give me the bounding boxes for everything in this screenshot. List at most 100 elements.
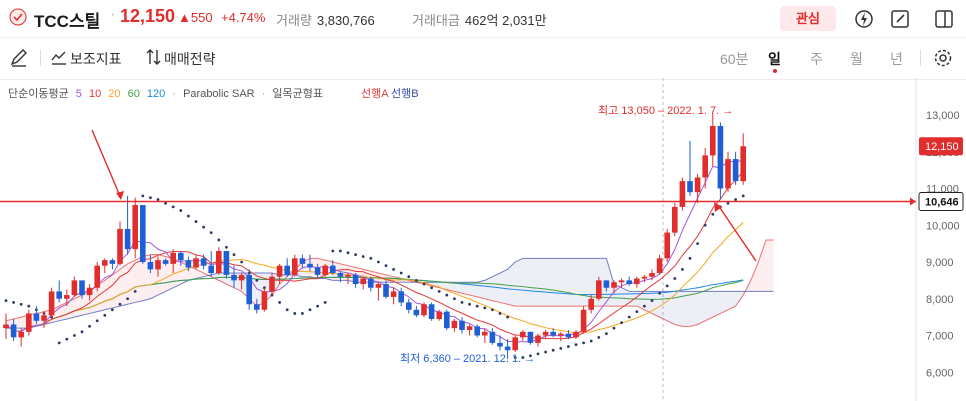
moving-average-5 — [5, 159, 744, 343]
sar-dot — [582, 341, 585, 345]
candle-body — [64, 295, 70, 299]
ichimoku-cloud-segment — [750, 262, 759, 292]
candle-body — [679, 181, 686, 207]
candle-body — [375, 284, 382, 288]
span-a-line — [5, 239, 774, 327]
span-a-legend: 선행A — [361, 88, 388, 100]
strategy-icon[interactable] — [145, 48, 163, 66]
edit-icon[interactable] — [889, 8, 911, 30]
sar-dot — [111, 308, 114, 312]
ichimoku-cloud-segment — [697, 291, 706, 325]
sar-dot — [513, 356, 517, 359]
ichimoku-cloud-segment — [712, 291, 721, 318]
pen-draw-icon[interactable] — [8, 47, 30, 69]
sar-dot — [392, 267, 395, 271]
span-b-line — [6, 257, 774, 329]
candle-body — [428, 304, 435, 319]
candle-body — [299, 258, 306, 264]
sar-dot — [643, 304, 646, 308]
candle-body — [390, 291, 397, 297]
period-60min[interactable]: 60분 — [720, 51, 749, 67]
period-month[interactable]: 월 — [850, 51, 863, 67]
current-price-tag-label: 12,150 — [925, 141, 959, 153]
sar-dot — [133, 290, 137, 293]
sar-dot — [50, 315, 53, 319]
sar-dot — [544, 350, 547, 354]
sar-dot — [422, 282, 426, 286]
ichimoku-cloud-segment — [135, 256, 143, 303]
reference-price-tag-label: 10,646 — [925, 197, 959, 209]
settings-gear-icon[interactable] — [932, 47, 954, 69]
period-week[interactable]: 주 — [810, 51, 823, 67]
assist-indicator-button[interactable]: 보조지표 — [70, 51, 122, 67]
favorite-button[interactable]: 관심 — [780, 6, 836, 31]
candle-body — [269, 276, 275, 292]
ichimoku-cloud-segment — [454, 282, 462, 294]
ichimoku-cloud-segment — [196, 269, 204, 279]
candle-body — [307, 263, 313, 268]
candle-body — [489, 331, 496, 343]
sar-dot — [156, 198, 160, 201]
sar-dot — [369, 256, 373, 260]
candle-body — [580, 309, 587, 332]
trading-strategy-button[interactable]: 매매전략 — [164, 51, 216, 67]
indicator-icon[interactable] — [50, 48, 68, 66]
candle-body — [383, 284, 389, 297]
sar-dot — [354, 253, 357, 257]
panel-layout-icon[interactable] — [933, 8, 955, 30]
sar-dot — [202, 225, 206, 229]
ichimoku-cloud-segment — [614, 284, 622, 307]
price-chart[interactable]: 13,00012,00011,00010,0009,0008,0007,0006… — [0, 78, 966, 401]
candle-body — [520, 331, 526, 338]
candle-body — [626, 280, 632, 285]
ichimoku-cloud-segment — [690, 291, 698, 327]
ma-legend-label: 단순이동평균 — [8, 88, 69, 100]
stock-name: TCC스틸 — [34, 12, 101, 31]
candle-body — [451, 320, 458, 329]
ichimoku-cloud-segment — [120, 263, 128, 307]
sar-dot — [285, 308, 289, 312]
candle-body — [603, 280, 610, 288]
candle-body — [109, 260, 116, 264]
period-day[interactable]: 일 — [768, 51, 781, 67]
trade-amount-label: 거래대금 — [412, 13, 460, 28]
drawn-arrow-head — [116, 191, 124, 200]
sar-dot — [384, 264, 388, 268]
lightning-icon[interactable] — [853, 8, 875, 30]
sar-dot — [255, 278, 259, 282]
sar-dot — [323, 301, 327, 304]
active-period-dot — [773, 69, 777, 73]
period-year[interactable]: 년 — [890, 51, 903, 67]
candle-body — [702, 155, 708, 178]
candle-body — [345, 274, 351, 277]
candle-body — [86, 287, 93, 296]
candle-body — [314, 267, 321, 275]
sar-dot — [498, 312, 502, 315]
drawn-arrow-line — [717, 204, 757, 262]
volume-info: 거래량 3,830,766 — [276, 10, 375, 29]
candle-body — [459, 320, 465, 330]
sar-dot — [589, 339, 593, 343]
sar-dot — [407, 275, 411, 279]
sar-dot — [696, 242, 699, 246]
sar-dot — [118, 302, 122, 306]
sar-dot — [316, 304, 319, 308]
sar-dot — [453, 297, 456, 301]
candle-body — [565, 333, 572, 338]
candle-body — [170, 252, 176, 264]
sar-dot — [293, 312, 297, 315]
candle-body — [26, 313, 32, 332]
candle-body — [261, 291, 268, 310]
sar-dot — [187, 214, 190, 218]
candle-body — [200, 258, 207, 266]
y-axis-tick-label: 10,000 — [926, 220, 960, 232]
ichimoku-cloud-segment — [507, 262, 516, 307]
ichimoku-cloud-segment — [682, 291, 690, 327]
stock-header: TCC스틸 · 12,150 ▲550 +4.74% 거래량 3,830,766 … — [0, 0, 966, 37]
ichimoku-cloud-segment — [522, 258, 531, 307]
sar-dot — [171, 205, 175, 209]
sar-dot — [278, 301, 281, 304]
sar-dot — [194, 220, 198, 223]
candle-body — [512, 337, 518, 351]
candle-body — [634, 278, 640, 285]
